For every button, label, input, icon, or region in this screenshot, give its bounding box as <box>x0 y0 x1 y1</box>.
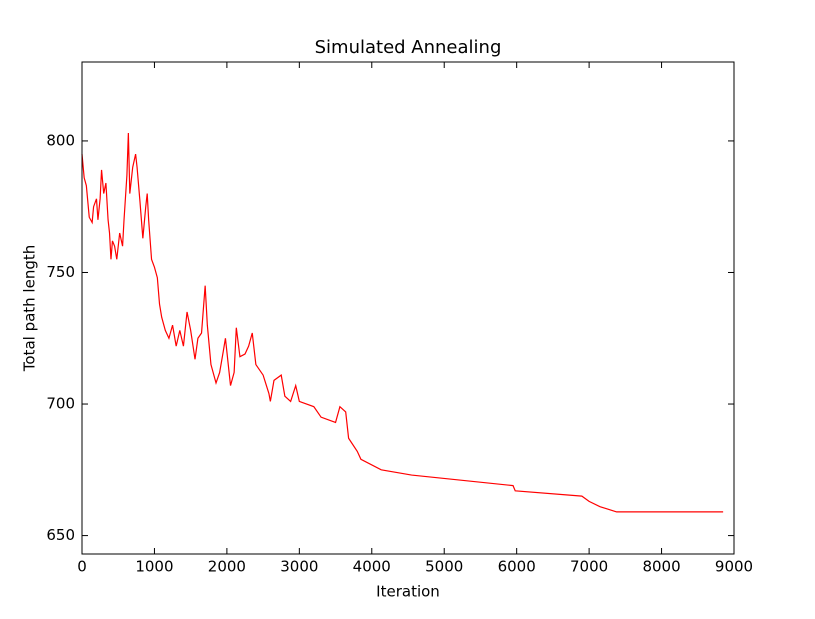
y-tick-label: 750 <box>46 263 75 281</box>
y-axis-label: Total path length <box>21 245 39 372</box>
x-tick-label: 3000 <box>280 558 318 576</box>
x-tick-label: 2000 <box>208 558 246 576</box>
x-tick-label: 5000 <box>425 558 463 576</box>
x-axis-label: Iteration <box>376 583 440 601</box>
y-tick-label: 650 <box>46 526 75 544</box>
data-line <box>81 133 724 513</box>
x-tick-label: 9000 <box>715 558 753 576</box>
x-tick-label: 4000 <box>353 558 391 576</box>
chart-title: Simulated Annealing <box>315 37 502 58</box>
x-tick-label: 6000 <box>498 558 536 576</box>
x-tick-label: 7000 <box>570 558 608 576</box>
x-tick-label: 0 <box>77 558 87 576</box>
x-tick-label: 8000 <box>642 558 680 576</box>
y-tick-label: 700 <box>46 395 75 413</box>
x-tick-label: 1000 <box>135 558 173 576</box>
y-tick-label: 800 <box>46 131 75 149</box>
plot-frame <box>81 61 735 555</box>
